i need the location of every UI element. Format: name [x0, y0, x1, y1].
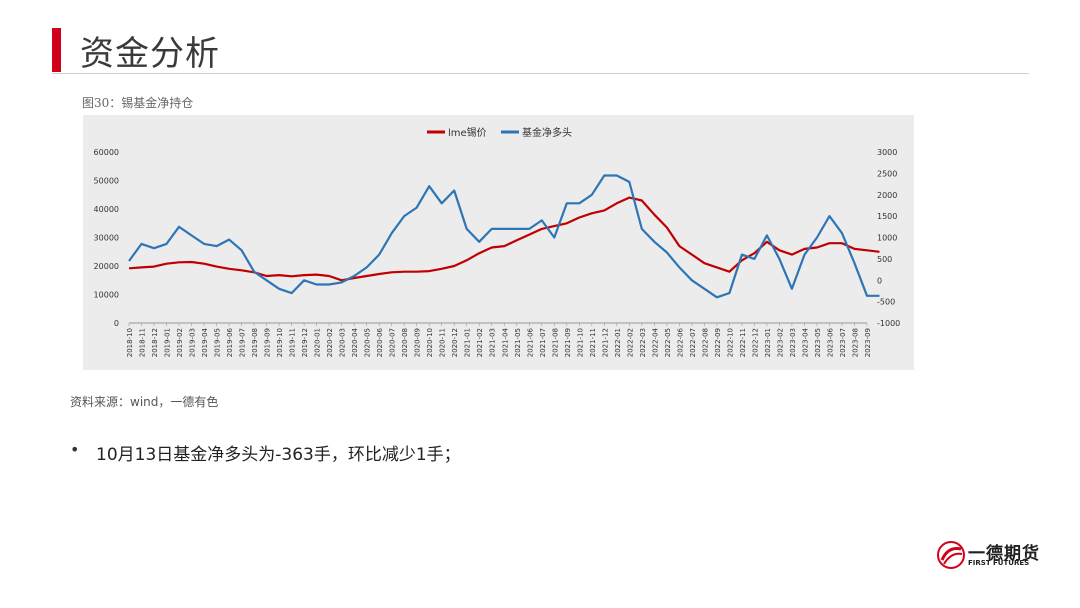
legend-label-fund: 基金净多头	[522, 126, 572, 139]
x-tick-label: 2021-06	[526, 327, 534, 357]
right-tick-label: -1000	[877, 319, 900, 328]
x-tick-label: 2022-05	[664, 328, 672, 357]
right-tick-label: 1500	[877, 212, 897, 221]
series-line-fund	[128, 174, 880, 299]
x-axis: 2018-10 2018-11 2018-12 2019-01 2019-02 2019-…	[126, 323, 872, 357]
x-tick-label: 2019-06	[226, 327, 234, 357]
left-tick-label: 60000	[94, 148, 119, 157]
x-tick-label: 2022-01	[614, 328, 622, 357]
x-tick-label: 2020-07	[389, 328, 397, 357]
x-tick-label: 2021-09	[564, 328, 572, 357]
x-tick-label: 2022-03	[639, 328, 647, 357]
x-tick-label: 2022-07	[689, 328, 697, 357]
x-tick-label: 2021-08	[551, 328, 559, 357]
x-tick-label: 2020-01	[314, 328, 322, 357]
x-tick-label: 2021-03	[489, 328, 497, 357]
x-tick-label: 2019-03	[189, 328, 197, 357]
x-tick-label: 2019-08	[251, 328, 259, 357]
x-tick-label: 2019-10	[276, 328, 284, 357]
right-tick-label: 0	[877, 276, 882, 285]
x-tick-label: 2019-09	[264, 328, 272, 357]
right-tick-label: 2000	[877, 191, 897, 200]
x-tick-label: 2023-06	[826, 327, 834, 357]
x-tick-label: 2019-05	[214, 328, 222, 357]
legend-label-lme: lme锡价	[448, 126, 487, 139]
x-tick-label: 2018-10	[126, 328, 134, 357]
x-tick-label: 2023-03	[789, 328, 797, 357]
x-tick-label: 2021-01	[464, 328, 472, 357]
x-tick-label: 2023-04	[801, 327, 809, 357]
x-tick-label: 2020-08	[401, 328, 409, 357]
chart-panel: lme锡价 基金净多头 0 10000 20000 30000 40000 50000 60…	[83, 115, 914, 370]
x-tick-label: 2020-05	[364, 328, 372, 357]
x-tick-label: 2022-08	[701, 328, 709, 357]
x-tick-label: 2021-05	[514, 328, 522, 357]
x-tick-label: 2023-09	[864, 328, 872, 357]
x-tick-label: 2019-11	[289, 328, 297, 357]
bullet-text: 10月13日基金净多头为-363手，环比减少1手；	[96, 445, 461, 465]
source-note: 资料来源：wind，一德有色	[70, 395, 219, 409]
x-tick-label: 2019-01	[164, 328, 172, 357]
x-tick-label: 2018-12	[151, 328, 159, 357]
x-tick-label: 2019-04	[201, 327, 209, 357]
page-title: 资金分析	[80, 34, 220, 74]
left-tick-label: 50000	[94, 177, 119, 186]
x-tick-label: 2022-11	[739, 328, 747, 357]
x-tick-label: 2020-04	[351, 327, 359, 357]
x-tick-label: 2023-05	[814, 328, 822, 357]
company-logo: 一德期货 FIRST FUTURES	[934, 535, 1039, 575]
x-tick-label: 2022-02	[626, 328, 634, 357]
x-tick-label: 2019-12	[301, 328, 309, 357]
x-tick-label: 2020-10	[426, 328, 434, 357]
logo-name-en: FIRST FUTURES	[968, 559, 1030, 567]
right-tick-label: 1000	[877, 234, 897, 243]
x-tick-label: 2020-03	[339, 328, 347, 357]
x-tick-label: 2018-11	[139, 328, 147, 357]
x-tick-label: 2021-10	[576, 328, 584, 357]
x-tick-label: 2021-02	[476, 328, 484, 357]
x-tick-label: 2023-01	[764, 328, 772, 357]
x-tick-label: 2019-02	[176, 328, 184, 357]
plot-area	[128, 174, 880, 299]
x-tick-label: 2020-02	[326, 328, 334, 357]
x-tick-label: 2020-06	[376, 327, 384, 357]
title-accent-bar	[52, 28, 61, 72]
chart-svg: lme锡价 基金净多头 0100002000030000400005000060…	[94, 126, 901, 357]
right-tick-label: 500	[877, 255, 892, 264]
bullet-marker: •	[70, 440, 80, 459]
x-tick-label: 2022-12	[751, 328, 759, 357]
x-tick-label: 2022-04	[651, 327, 659, 357]
legend: lme锡价 基金净多头	[427, 126, 572, 139]
left-axis: 0 10000 20000 30000 40000 50000 60000	[94, 148, 119, 328]
x-tick-label: 2020-11	[439, 328, 447, 357]
x-tick-label: 2022-09	[714, 328, 722, 357]
x-tick-label: 2021-12	[601, 328, 609, 357]
right-tick-label: 3000	[877, 148, 897, 157]
x-tick-label: 2023-08	[851, 328, 859, 357]
x-tick-label: 2020-09	[414, 328, 422, 357]
left-tick-label: 0	[114, 319, 119, 328]
right-axis: -1000 -500 0 500 1000 1500 2000 2500 3000	[877, 148, 900, 328]
x-tick-label: 2023-07	[839, 328, 847, 357]
x-tick-label: 2021-11	[589, 328, 597, 357]
logo-name-cn: 一德期货	[968, 544, 1040, 564]
figure-caption: 图30：锡基金净持仓	[82, 96, 194, 110]
left-tick-label: 40000	[94, 205, 119, 214]
x-tick-label: 2020-12	[451, 328, 459, 357]
left-tick-label: 10000	[94, 291, 119, 300]
left-tick-label: 30000	[94, 234, 119, 243]
x-tick-label: 2022-10	[726, 328, 734, 357]
right-tick-label: -500	[877, 298, 895, 307]
x-tick-label: 2019-07	[239, 328, 247, 357]
left-tick-label: 20000	[94, 262, 119, 271]
series-line-lme	[128, 196, 880, 282]
x-tick-label: 2023-02	[776, 328, 784, 357]
logo-icon	[937, 541, 965, 569]
x-tick-label: 2022-06	[676, 327, 684, 357]
right-tick-label: 2500	[877, 169, 897, 178]
title-divider	[52, 73, 1029, 74]
x-tick-label: 2021-04	[501, 327, 509, 357]
x-tick-label: 2021-07	[539, 328, 547, 357]
